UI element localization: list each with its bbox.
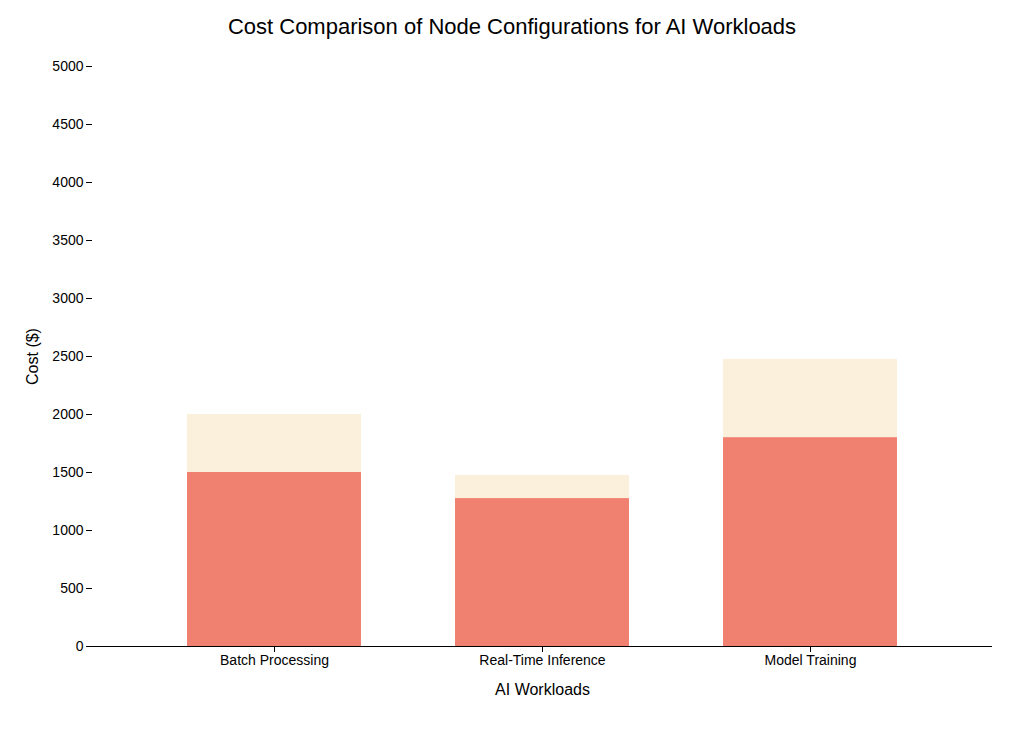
svg-text:Batch Processing: Batch Processing: [220, 652, 329, 668]
html-text:Cost Comparison of Node Config: Cost Comparison of Node Configurations f…: [227, 14, 797, 39]
svg-text:1500: 1500: [52, 464, 83, 480]
svg-text:5000: 5000: [52, 58, 83, 74]
svg-text:Model Training: Model Training: [765, 652, 857, 668]
svg-text:4500: 4500: [52, 116, 83, 132]
svg-text:3000: 3000: [52, 290, 83, 306]
svg-text:0: 0: [76, 638, 84, 654]
svg-text:4000: 4000: [52, 174, 83, 190]
svg-text:500: 500: [60, 580, 84, 596]
svg-text:1000: 1000: [52, 522, 83, 538]
svg-text:AI Workloads: AI Workloads: [495, 681, 590, 698]
svg-text:Real-Time Inference: Real-Time Inference: [479, 652, 606, 668]
svg-text:2000: 2000: [52, 406, 83, 422]
svg-text:2500: 2500: [52, 348, 83, 364]
svg-text:3500: 3500: [52, 232, 83, 248]
svg-text:Cost ($): Cost ($): [24, 328, 41, 385]
